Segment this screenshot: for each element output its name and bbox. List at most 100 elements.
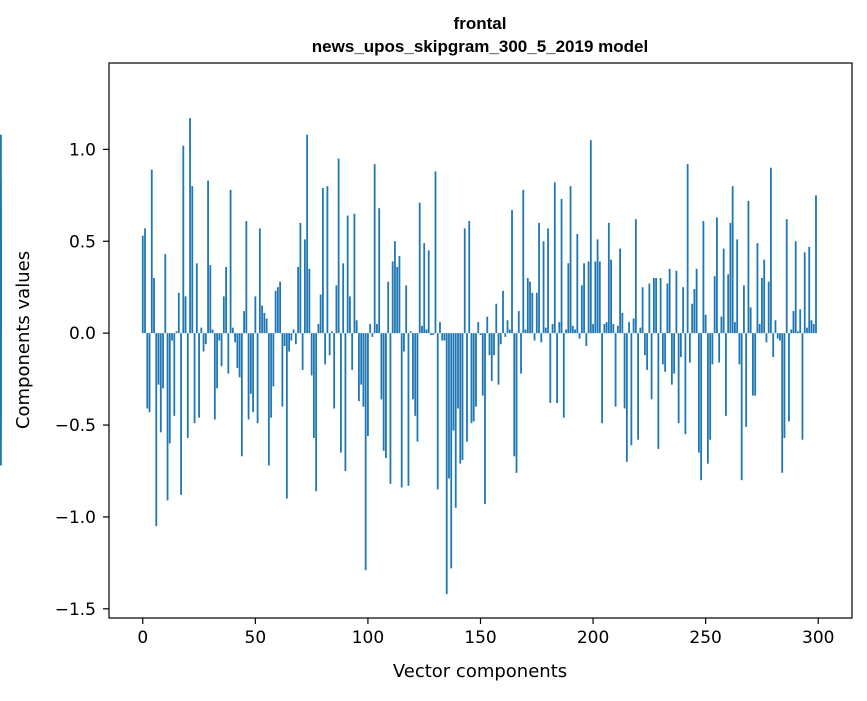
- bar: [571, 325, 574, 334]
- bar: [333, 333, 336, 409]
- bar: [783, 333, 786, 438]
- bar: [231, 327, 234, 334]
- bar: [686, 164, 689, 334]
- bar: [436, 333, 439, 490]
- bar: [168, 333, 171, 444]
- bar: [430, 333, 432, 335]
- bar: [398, 255, 401, 334]
- bar: [200, 327, 203, 334]
- bar: [148, 333, 151, 413]
- bar: [452, 333, 455, 431]
- bar: [358, 333, 360, 402]
- bar: [236, 333, 239, 369]
- bar: [704, 314, 707, 334]
- bar: [261, 305, 263, 334]
- bar: [335, 285, 338, 334]
- bar: [256, 333, 259, 424]
- bar: [225, 266, 227, 334]
- bar: [468, 221, 471, 334]
- bar: [716, 217, 718, 334]
- bar: [547, 228, 549, 334]
- bar: [668, 268, 671, 334]
- bar: [707, 333, 709, 464]
- bar: [346, 215, 349, 334]
- bar: [209, 265, 212, 334]
- bar: [612, 323, 615, 334]
- bar: [337, 158, 340, 334]
- bar: [679, 333, 682, 358]
- bar: [670, 333, 673, 385]
- bar: [328, 333, 331, 356]
- bar: [166, 333, 169, 501]
- bar: [292, 329, 295, 334]
- bar: [371, 333, 374, 337]
- bar: [173, 333, 176, 416]
- axes-layer: 0 50 100 150 200 250 300 −1.5 −1.0 −0.5 0.0 0.5 1.0: [55, 62, 853, 648]
- bar: [565, 329, 567, 334]
- bar: [583, 263, 585, 334]
- bar: [434, 171, 437, 334]
- bar: [529, 281, 531, 334]
- bar: [218, 333, 221, 341]
- bar: [265, 318, 268, 334]
- bar: [150, 169, 153, 334]
- bar: [171, 333, 173, 341]
- bar: [684, 333, 687, 435]
- bar: [551, 323, 554, 334]
- bar: [362, 333, 365, 407]
- bar: [650, 333, 653, 400]
- bar: [391, 261, 394, 334]
- bar: [279, 281, 282, 334]
- bar: [743, 285, 745, 334]
- bar: [502, 290, 504, 334]
- x-tick-label: 200: [577, 628, 609, 648]
- bar: [380, 333, 383, 400]
- bar: [709, 333, 712, 440]
- bar: [477, 322, 480, 334]
- bar: [614, 333, 617, 407]
- bar: [607, 222, 610, 334]
- bar: [144, 228, 146, 334]
- bar: [544, 327, 547, 334]
- bar: [781, 333, 784, 473]
- bar: [574, 329, 576, 334]
- bar: [531, 292, 534, 334]
- bar: [331, 331, 333, 334]
- chart-subtitle: news_upos_skipgram_300_5_2019 model: [312, 37, 648, 56]
- bar: [382, 333, 385, 451]
- bar: [454, 333, 457, 508]
- bar: [538, 222, 540, 334]
- bar: [204, 333, 207, 345]
- bar: [542, 241, 545, 334]
- bar: [387, 281, 390, 334]
- bar: [216, 333, 218, 389]
- bar: [567, 263, 570, 334]
- bar: [290, 333, 293, 341]
- bar: [522, 189, 525, 334]
- bar: [540, 333, 543, 343]
- bar: [285, 333, 288, 499]
- bar: [299, 222, 302, 334]
- bar: [234, 333, 236, 343]
- bar: [639, 327, 642, 334]
- bar: [578, 333, 581, 339]
- bar: [700, 333, 703, 481]
- bar: [481, 333, 484, 396]
- bar: [508, 329, 511, 334]
- bar: [598, 261, 601, 334]
- bar: [808, 246, 811, 334]
- bar: [493, 333, 495, 356]
- bar: [702, 221, 705, 334]
- bar: [594, 261, 597, 334]
- bar: [535, 292, 538, 334]
- bar: [385, 333, 387, 459]
- bar: [270, 333, 273, 418]
- bar: [445, 333, 448, 595]
- bar: [560, 198, 563, 334]
- bar: [193, 333, 196, 424]
- bar: [484, 333, 486, 505]
- bar: [421, 325, 423, 334]
- bar: [412, 333, 414, 400]
